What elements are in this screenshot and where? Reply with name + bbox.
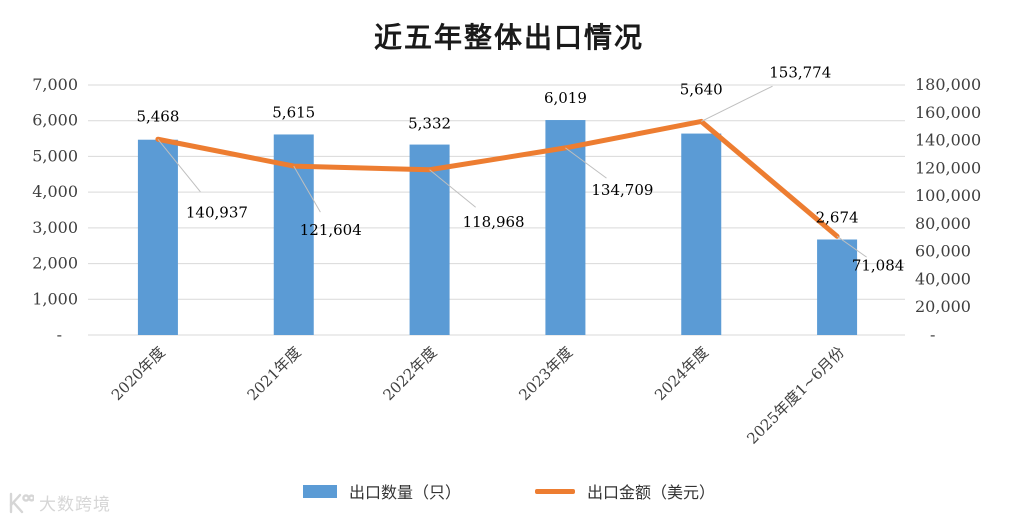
bar-data-label: 5,332 [408, 115, 451, 133]
line-series [155, 118, 840, 239]
left-axis-tick: 7,000 [32, 75, 78, 94]
data-label-leader-line [429, 169, 476, 208]
legend-bar-swatch-icon [302, 484, 337, 498]
chart-title: 近五年整体出口情况 [373, 21, 644, 54]
right-axis-tick: 60,000 [915, 242, 971, 261]
left-axis-tick: 5,000 [32, 146, 78, 165]
chart-legend: 出口数量（只） 出口金额（美元） [0, 479, 1018, 503]
bar [817, 239, 858, 335]
right-axis-tick: 140,000 [915, 131, 981, 150]
right-axis-tick: 160,000 [915, 103, 981, 122]
left-axis-tick: - [57, 325, 62, 344]
category-label: 2024年度 [651, 343, 712, 404]
watermark: 大数跨境 [8, 490, 111, 515]
category-label: 2022年度 [379, 343, 440, 404]
data-label-leader-line [836, 235, 867, 258]
data-label-leader-line [293, 165, 321, 213]
bar-data-label: 2,674 [816, 209, 859, 227]
legend-item-bar-series: 出口数量（只） [302, 479, 461, 503]
watermark-text: 大数跨境 [39, 495, 111, 515]
category-label: 2025年度1~6月份 [743, 343, 848, 448]
bar [681, 133, 722, 335]
data-label-leader-line [157, 138, 201, 193]
legend-line-label: 出口金额（美元） [587, 483, 716, 502]
left-axis-tick: 2,000 [32, 254, 78, 273]
line-data-label: 71,084 [852, 256, 905, 274]
data-label-leader-line [565, 147, 607, 179]
line-data-label: 118,968 [463, 213, 525, 231]
right-axis-tick: 120,000 [915, 158, 981, 177]
bar [137, 139, 178, 335]
left-axis-tick: 1,000 [32, 289, 78, 308]
line-data-label: 134,709 [591, 181, 653, 199]
line-data-label: 121,604 [300, 221, 362, 239]
right-axis-tick: 80,000 [915, 214, 971, 233]
right-axis-tick: 180,000 [915, 75, 981, 94]
legend-line-swatch-icon [535, 488, 575, 494]
legend-bar-label: 出口数量（只） [348, 483, 461, 502]
left-axis-tick: 4,000 [32, 182, 78, 201]
left-axis-tick: 6,000 [32, 111, 78, 130]
right-axis-tick: - [930, 325, 935, 344]
bar-data-label: 6,019 [544, 89, 587, 107]
category-label: 2021年度 [244, 343, 305, 404]
watermark-logo-icon [9, 492, 34, 513]
left-axis-tick: 3,000 [32, 218, 78, 237]
bar-data-label: 5,468 [136, 108, 179, 126]
category-label: 2020年度 [108, 343, 169, 404]
bar [545, 120, 586, 336]
bar-data-label: 5,615 [272, 103, 315, 121]
legend-item-line-series: 出口金额（美元） [535, 479, 715, 503]
category-label: 2023年度 [515, 343, 576, 404]
bar-data-label: 5,640 [680, 81, 723, 99]
right-axis-tick: 40,000 [915, 269, 971, 288]
bar [409, 144, 450, 335]
line-data-label: 140,937 [186, 203, 248, 221]
right-axis-tick: 100,000 [915, 186, 981, 205]
data-label-leader-line [701, 85, 773, 122]
line-data-label: 153,774 [769, 63, 831, 81]
right-axis-tick: 20,000 [915, 297, 971, 316]
